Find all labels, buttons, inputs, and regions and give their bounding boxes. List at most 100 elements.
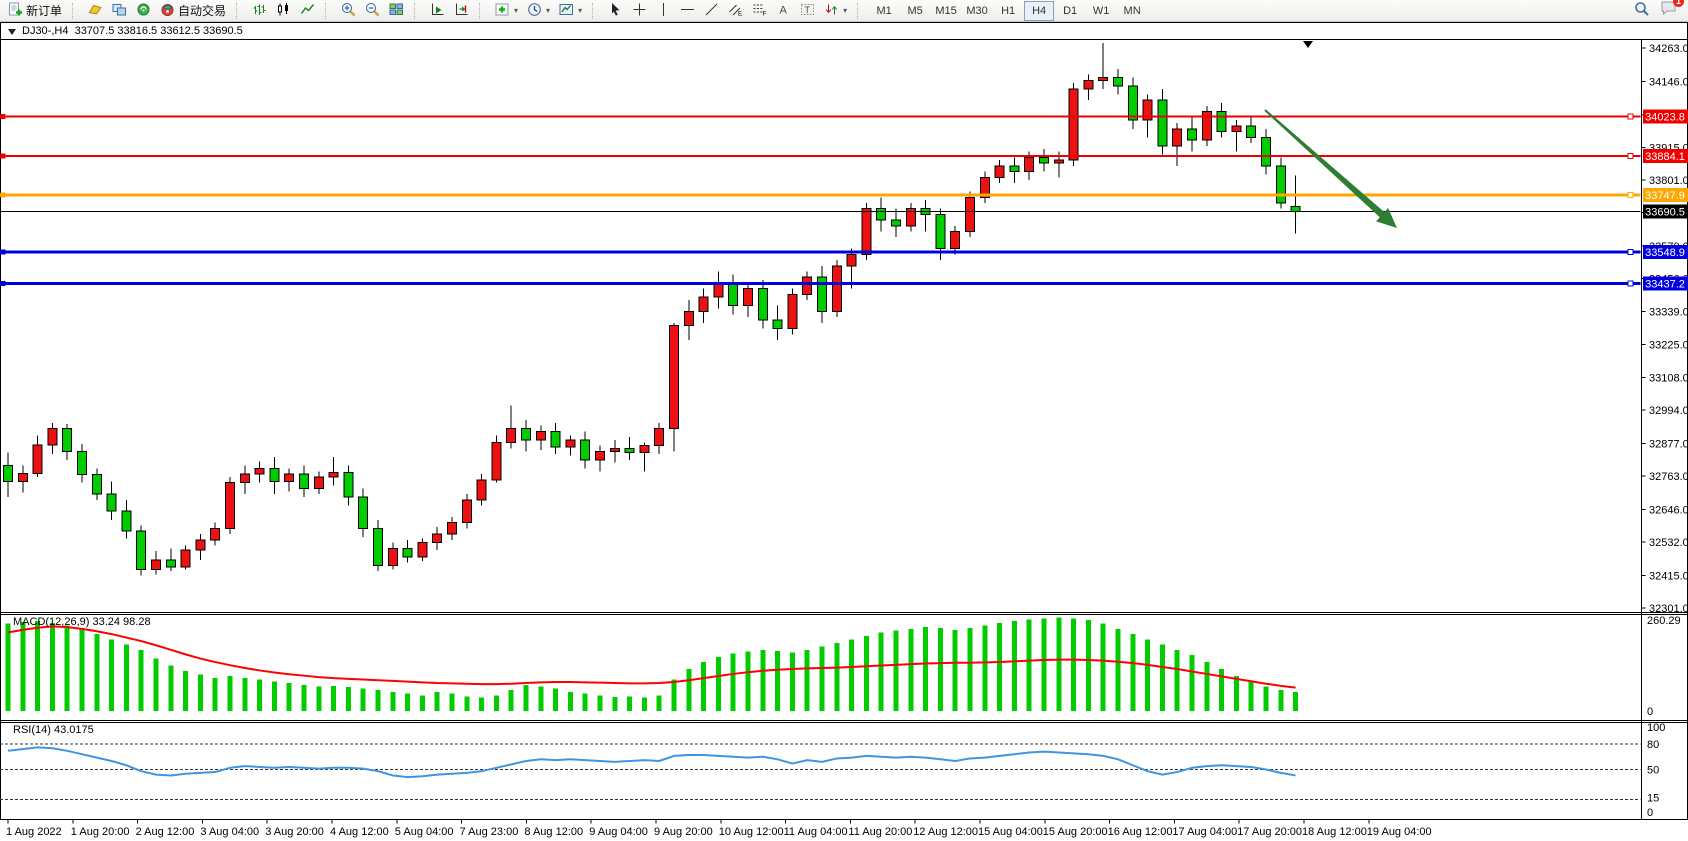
price-lines[interactable]	[0, 113, 1641, 287]
auto-scroll-icon	[430, 2, 445, 20]
svg-text:12 Aug 12:00: 12 Aug 12:00	[913, 826, 978, 838]
svg-text:3 Aug 04:00: 3 Aug 04:00	[200, 826, 259, 838]
search-button[interactable]	[1630, 1, 1654, 21]
zoom-in-icon	[341, 2, 356, 20]
macd-signal-line	[7, 625, 1296, 689]
dropdown-caret-icon: ▾	[578, 6, 583, 15]
svg-text:18 Aug 12:00: 18 Aug 12:00	[1302, 826, 1367, 838]
chart-shift-marker[interactable]	[1303, 41, 1313, 48]
bar-chart-icon	[252, 2, 267, 20]
separator	[72, 2, 80, 19]
chart-canvas[interactable]: 34263.034146.034029.033915.033801.033687…	[0, 22, 1688, 841]
candlestick-chart-button[interactable]	[272, 1, 295, 21]
trendline-tool-button[interactable]	[700, 1, 723, 21]
bar-chart-button[interactable]	[248, 1, 271, 21]
timeframe-m1-button[interactable]: M1	[869, 1, 899, 21]
svg-text:32415.0: 32415.0	[1649, 570, 1688, 582]
svg-text:33690.5: 33690.5	[1645, 206, 1685, 218]
svg-text:33339.0: 33339.0	[1649, 307, 1688, 319]
tile-windows-icon	[389, 2, 404, 20]
trendline-icon	[704, 2, 719, 20]
rsi-label: RSI(14) 43.0175	[13, 724, 94, 736]
separator	[479, 2, 487, 19]
svg-text:3 Aug 20:00: 3 Aug 20:00	[265, 826, 324, 838]
svg-text:32301.0: 32301.0	[1649, 603, 1688, 615]
zoom-in-button[interactable]	[337, 1, 360, 21]
separator	[414, 2, 422, 19]
timeframe-m5-button[interactable]: M5	[900, 1, 930, 21]
svg-text:17 Aug 20:00: 17 Aug 20:00	[1237, 826, 1302, 838]
text-tool-button[interactable]: A	[772, 1, 795, 21]
svg-text:32994.0: 32994.0	[1649, 405, 1688, 417]
chart-shift-icon	[454, 2, 469, 20]
svg-text:10 Aug 12:00: 10 Aug 12:00	[719, 826, 784, 838]
text-label-tool-button[interactable]: T	[796, 1, 819, 21]
svg-text:33747.9: 33747.9	[1645, 190, 1685, 202]
timeframe-w1-button[interactable]: W1	[1086, 1, 1116, 21]
price-badge: 34023.8	[1643, 109, 1688, 124]
notifications-button[interactable]: 1	[1660, 0, 1684, 21]
svg-text:0: 0	[1647, 807, 1653, 819]
new-order-label: 新订单	[26, 4, 63, 18]
fibonacci-tool-button[interactable]: F	[748, 1, 771, 21]
pane-borders	[0, 22, 1688, 820]
rsi-level-lines	[0, 743, 1641, 800]
svg-text:15 Aug 04:00: 15 Aug 04:00	[978, 826, 1043, 838]
tile-windows-button[interactable]	[385, 1, 408, 21]
new-order-icon	[8, 2, 23, 20]
trend-arrow-annotation[interactable]	[1264, 109, 1397, 228]
indicators-button[interactable]: ▾	[491, 1, 522, 21]
arrows-tool-button[interactable]: ▾	[820, 1, 851, 21]
time-axis: 1 Aug 2022 1 Aug 20:00 2 Aug 12:00 3 Aug 04…	[6, 819, 1432, 838]
market-watch-button[interactable]	[108, 1, 131, 21]
svg-text:33437.2: 33437.2	[1645, 279, 1685, 291]
collapse-title-icon[interactable]	[8, 29, 16, 35]
channel-tool-button[interactable]: E	[724, 1, 747, 21]
svg-text:E: E	[738, 11, 742, 17]
auto-trading-label: 自动交易	[178, 4, 227, 18]
indicators-icon	[495, 2, 510, 20]
periods-button[interactable]: ▾	[523, 1, 554, 21]
svg-text:16 Aug 12:00: 16 Aug 12:00	[1108, 826, 1173, 838]
price-badge: 33437.2	[1643, 276, 1688, 291]
profile-button[interactable]	[84, 1, 107, 21]
line-chart-button[interactable]	[296, 1, 319, 21]
line-chart-icon	[300, 2, 315, 20]
timeframe-h4-button[interactable]: H4	[1024, 0, 1055, 21]
crosshair-tool-button[interactable]	[628, 1, 651, 21]
zoom-out-icon	[365, 2, 380, 20]
navigator-button[interactable]	[132, 1, 155, 21]
svg-text:260.29: 260.29	[1647, 615, 1681, 627]
auto-scroll-button[interactable]	[426, 1, 449, 21]
auto-trading-button[interactable]: 自动交易	[156, 1, 230, 21]
zoom-out-button[interactable]	[361, 1, 384, 21]
price-badge: 33548.9	[1643, 244, 1688, 259]
svg-text:34146.0: 34146.0	[1649, 76, 1688, 88]
timeframe-d1-button[interactable]: D1	[1055, 1, 1085, 21]
svg-text:32763.0: 32763.0	[1649, 471, 1688, 483]
svg-text:15: 15	[1647, 792, 1659, 804]
cursor-icon	[608, 2, 623, 20]
svg-text:33884.1: 33884.1	[1645, 151, 1685, 163]
timeframe-m30-button[interactable]: M30	[962, 1, 992, 21]
svg-text:7 Aug 23:00: 7 Aug 23:00	[460, 826, 519, 838]
timeframe-mn-button[interactable]: MN	[1117, 1, 1147, 21]
vertical-line-tool-button[interactable]	[652, 1, 675, 21]
timeframe-h1-button[interactable]: H1	[993, 1, 1023, 21]
svg-text:19 Aug 04:00: 19 Aug 04:00	[1367, 826, 1432, 838]
svg-text:5 Aug 04:00: 5 Aug 04:00	[395, 826, 454, 838]
svg-text:T: T	[805, 5, 811, 15]
new-order-button[interactable]: 新订单	[4, 1, 66, 21]
timeframe-m15-button[interactable]: M15	[931, 1, 961, 21]
chart-shift-button[interactable]	[450, 1, 473, 21]
svg-text:8 Aug 12:00: 8 Aug 12:00	[524, 826, 583, 838]
macd-histogram	[5, 617, 1299, 711]
svg-text:9 Aug 20:00: 9 Aug 20:00	[654, 826, 713, 838]
dropdown-caret-icon: ▾	[514, 6, 519, 15]
horizontal-line-tool-button[interactable]	[676, 1, 699, 21]
templates-button[interactable]: ▾	[555, 1, 586, 21]
svg-text:1 Aug 2022: 1 Aug 2022	[6, 826, 62, 838]
cursor-tool-button[interactable]	[604, 1, 627, 21]
macd-label: MACD(12,26,9) 33.24 98.28	[13, 616, 151, 628]
svg-text:0: 0	[1647, 706, 1653, 718]
